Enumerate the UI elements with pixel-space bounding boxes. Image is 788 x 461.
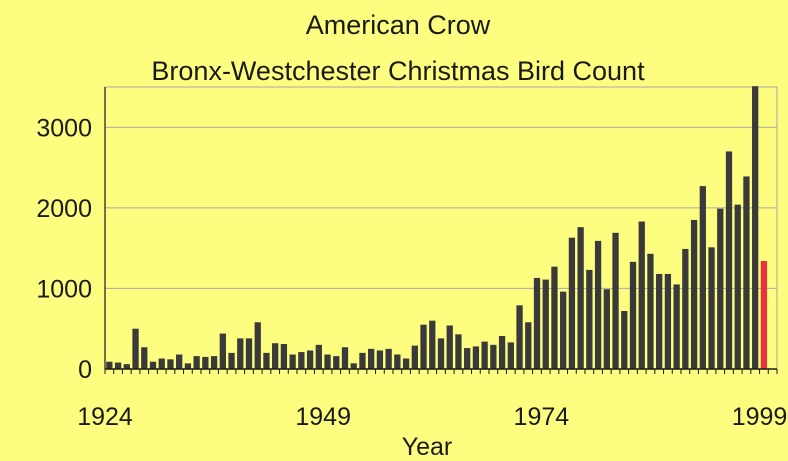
x-axis-title: Year xyxy=(402,433,453,461)
bar-1969 xyxy=(498,335,506,369)
chart-subtitle: Bronx-Westchester Christmas Bird Count xyxy=(151,56,645,86)
bar-1988 xyxy=(664,273,672,369)
bar-1977 xyxy=(568,237,576,369)
y-tick-label: 0 xyxy=(78,356,92,384)
bar-1989 xyxy=(673,284,680,369)
bar-1953 xyxy=(359,352,366,369)
bar-1950 xyxy=(333,356,340,369)
bar-1944 xyxy=(280,344,288,369)
bar-1984 xyxy=(629,261,637,369)
bar-1963 xyxy=(446,325,453,369)
bar-1934 xyxy=(193,356,200,369)
bar-1973 xyxy=(533,277,541,369)
bar-1942 xyxy=(263,352,270,369)
bar-1955 xyxy=(376,350,384,369)
bar-1997 xyxy=(743,176,750,369)
bar-1957 xyxy=(394,354,401,369)
bar-1947 xyxy=(306,350,314,369)
x-tick-label: 1974 xyxy=(514,403,570,431)
bars xyxy=(106,86,768,369)
bar-1995 xyxy=(725,151,733,369)
bar-1986 xyxy=(647,253,654,369)
bar-1939 xyxy=(237,338,244,369)
bar-1935 xyxy=(202,356,209,369)
bar-1993 xyxy=(708,247,715,369)
bar-1951 xyxy=(341,347,349,369)
bar-1967 xyxy=(481,341,488,369)
x-tick-label: 1999 xyxy=(732,403,788,431)
bar-1932 xyxy=(176,354,183,369)
bar-1959 xyxy=(411,345,418,369)
y-tick-label: 2000 xyxy=(36,195,92,223)
chart-title: American Crow xyxy=(306,10,491,40)
bar-1974 xyxy=(542,279,549,369)
bar-1956 xyxy=(385,348,392,369)
bar-1929 xyxy=(149,361,157,369)
bar-1928 xyxy=(141,347,148,369)
bar-1962 xyxy=(437,338,445,369)
bar-1961 xyxy=(429,320,436,369)
bar-1945 xyxy=(289,354,296,369)
bar-1972 xyxy=(525,322,532,369)
bar-1978 xyxy=(577,227,584,369)
bar-1933 xyxy=(184,363,192,369)
bar-1985 xyxy=(638,221,645,369)
bar-1965 xyxy=(464,348,471,369)
bar-1968 xyxy=(490,344,497,369)
bar-1952 xyxy=(350,363,357,369)
bar-1971 xyxy=(516,305,523,369)
bar-1954 xyxy=(368,348,375,369)
bar-1938 xyxy=(228,352,235,369)
bar-1936 xyxy=(210,356,218,369)
grid-lines xyxy=(105,126,777,289)
bar-1981 xyxy=(603,289,610,369)
bar-1924 xyxy=(106,361,113,369)
bar-1948 xyxy=(315,344,322,369)
y-tick-label: 1000 xyxy=(36,275,92,303)
x-tick-labels: 1924 1949 1974 1999 xyxy=(77,403,787,431)
bar-1975 xyxy=(551,266,558,369)
bar-1990 xyxy=(682,248,689,369)
bar-1964 xyxy=(455,334,462,369)
bar-1979 xyxy=(586,269,593,369)
bar-1926 xyxy=(123,364,130,369)
bar-1982 xyxy=(612,232,619,369)
bar-1976 xyxy=(560,291,567,369)
bar-1992 xyxy=(699,186,706,369)
y-tick-label: 3000 xyxy=(36,114,92,142)
bar-1996 xyxy=(734,204,741,369)
bar-1980 xyxy=(594,240,602,369)
bar-1987 xyxy=(656,273,663,369)
axes xyxy=(104,87,778,374)
bar-1958 xyxy=(402,358,410,369)
bar-1925 xyxy=(114,362,122,369)
bar-1927 xyxy=(132,328,139,369)
x-tick-label: 1949 xyxy=(295,403,351,431)
x-tick-label: 1924 xyxy=(77,403,133,431)
bar-1941 xyxy=(254,322,261,369)
bar-1999-highlight xyxy=(760,261,768,369)
bar-1983 xyxy=(621,310,628,369)
y-tick-labels: 0 1000 2000 3000 xyxy=(36,114,92,384)
bar-1966 xyxy=(472,346,480,369)
bar-1998 xyxy=(752,86,759,369)
bar-1949 xyxy=(324,354,331,369)
bar-1994 xyxy=(717,208,724,369)
bar-1970 xyxy=(507,342,514,369)
bar-1960 xyxy=(420,324,427,369)
bar-1940 xyxy=(245,338,253,369)
bar-1943 xyxy=(272,343,279,369)
bar-1991 xyxy=(690,219,698,369)
bar-1937 xyxy=(219,333,226,369)
bar-1931 xyxy=(167,359,174,369)
bar-1946 xyxy=(298,352,305,369)
bar-1930 xyxy=(158,358,165,369)
